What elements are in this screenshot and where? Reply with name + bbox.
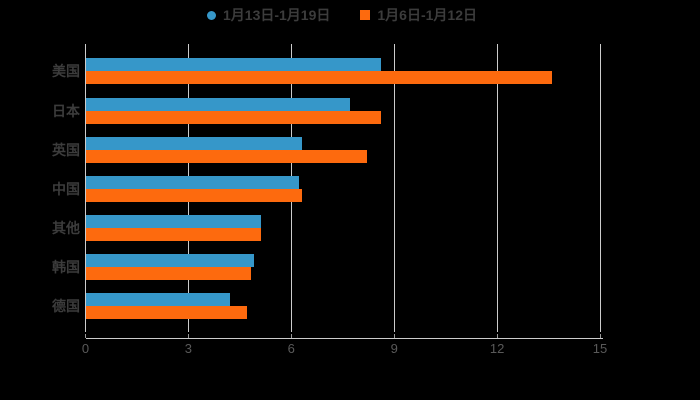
- y-category-label: 英国: [52, 141, 80, 158]
- bar-series1: [86, 136, 303, 150]
- x-axis-tick: [393, 334, 395, 338]
- bar-series2: [86, 188, 303, 202]
- x-tick-label: 0: [81, 341, 90, 356]
- y-category-label: 其他: [52, 219, 80, 236]
- gridline: [599, 44, 601, 332]
- circle-marker-icon: [207, 10, 216, 20]
- legend-item[interactable]: 1月13日-1月19日: [207, 7, 330, 23]
- x-axis-tick: [599, 334, 601, 338]
- x-tick-label: 3: [184, 341, 193, 356]
- x-tick-label: 15: [592, 341, 608, 356]
- y-category-label: 日本: [52, 102, 80, 119]
- legend-label: 1月13日-1月19日: [223, 7, 331, 23]
- bar-series2: [86, 266, 251, 280]
- bar-series2: [86, 227, 261, 241]
- legend: 1月13日-1月19日 1月6日-1月12日: [0, 6, 692, 24]
- x-tick-label: 12: [489, 341, 505, 356]
- bar-series2: [86, 110, 381, 124]
- y-category-label: 德国: [52, 298, 80, 314]
- gridline: [393, 44, 395, 332]
- x-axis-tick: [496, 334, 498, 338]
- bar-series1: [86, 58, 381, 72]
- square-marker-icon: [360, 10, 371, 20]
- y-category-label: 美国: [52, 63, 80, 80]
- bar-series1: [86, 214, 261, 228]
- y-category-label: 中国: [52, 180, 80, 197]
- x-axis-line: [85, 338, 603, 339]
- x-axis-tick: [290, 334, 292, 338]
- y-category-label: 韩国: [52, 258, 80, 275]
- x-axis-tick: [187, 334, 189, 338]
- bar-series2: [86, 306, 248, 319]
- x-tick-label: 9: [390, 341, 398, 356]
- legend-label: 1月6日-1月12日: [377, 7, 477, 23]
- gridline: [85, 44, 86, 332]
- x-tick-label: 6: [287, 341, 295, 356]
- bar-series1: [86, 253, 255, 267]
- bar-series1: [86, 97, 351, 111]
- gridline: [496, 44, 498, 332]
- bar-series2: [86, 71, 553, 85]
- bar-series2: [86, 149, 368, 163]
- bar-series1: [86, 175, 299, 189]
- legend-item[interactable]: 1月6日-1月12日: [360, 7, 477, 23]
- bar-series1: [86, 293, 231, 306]
- x-axis-tick: [85, 334, 86, 338]
